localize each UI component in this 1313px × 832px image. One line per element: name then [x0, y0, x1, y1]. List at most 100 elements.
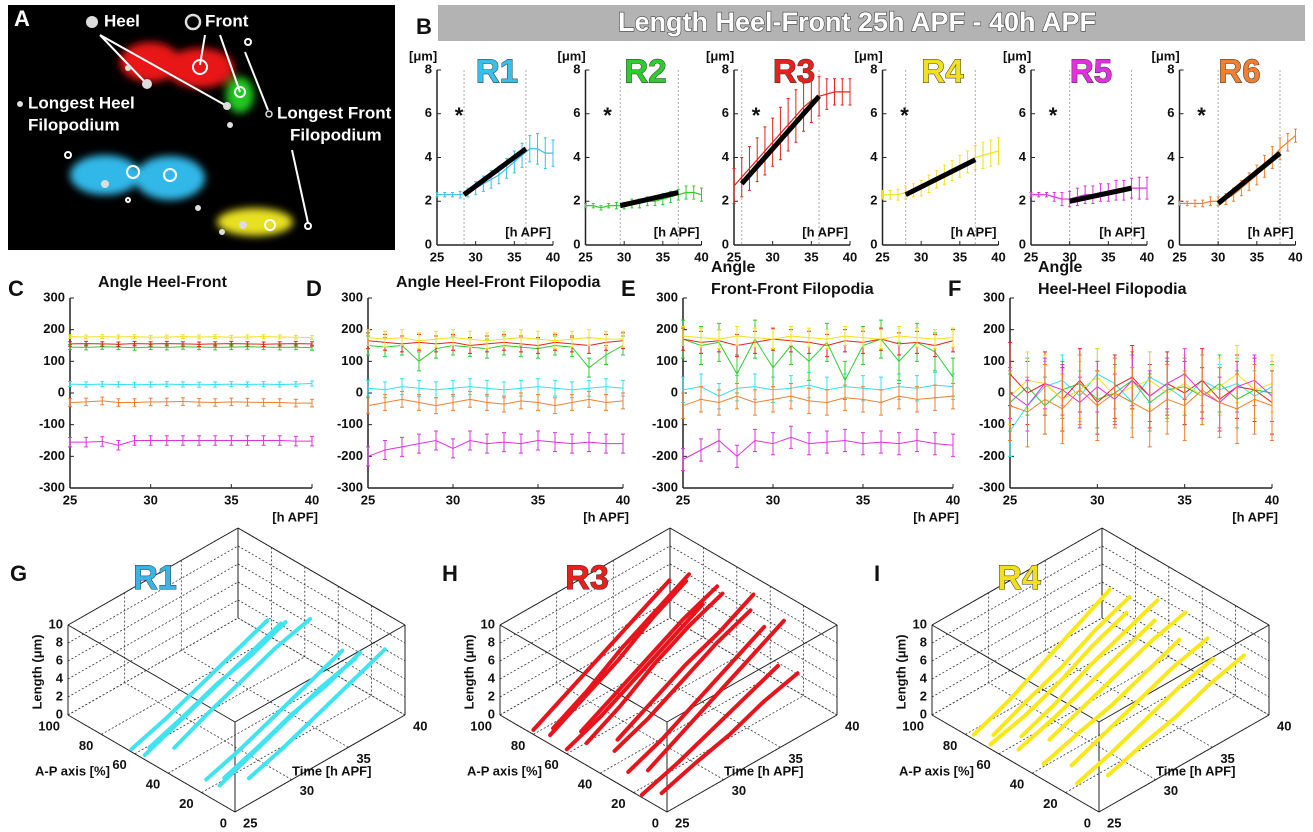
- x-unit: [h APF]: [802, 224, 848, 239]
- grid-line: [988, 592, 1156, 781]
- track: [217, 656, 358, 788]
- y-tick-label: 200: [43, 321, 65, 336]
- track-line: [142, 621, 283, 758]
- x-tick-label: 35: [531, 492, 545, 507]
- y-tick-label: 4: [1167, 149, 1175, 164]
- grid-line: [101, 547, 272, 735]
- x-unit: [h APF]: [583, 509, 629, 524]
- z-tick-label: 6: [920, 652, 927, 667]
- chart-title: Angle Heel-Front Filopodia: [396, 274, 601, 291]
- fit-line: [462, 146, 528, 197]
- y-tick-label: 2: [425, 193, 432, 208]
- track-line: [246, 647, 387, 781]
- x-axis-label: Time [h APF]: [1156, 763, 1235, 778]
- x-unit: [h APF]: [913, 509, 959, 524]
- y-unit: [μm]: [409, 48, 437, 63]
- track-line: [645, 618, 786, 773]
- track: [645, 618, 786, 773]
- x-tick-label: 25: [875, 249, 889, 264]
- track-line: [612, 608, 753, 753]
- track: [1074, 657, 1215, 786]
- y-tick-label: 40: [146, 777, 160, 792]
- track: [971, 587, 1112, 737]
- chart-title: R2: [624, 53, 666, 90]
- panel-letter: C: [8, 276, 24, 301]
- annotation: *: [603, 103, 612, 128]
- micrograph: [8, 5, 395, 250]
- y-tick-label: 80: [79, 738, 93, 753]
- y-tick-label: 0: [356, 384, 363, 399]
- z-tick-label: 4: [56, 670, 64, 685]
- chart-title: R1: [476, 53, 518, 90]
- x-tick-label: 40: [843, 249, 857, 264]
- panel-letter: H: [442, 561, 458, 586]
- error-bar: [621, 392, 625, 410]
- y-tick-label: 60: [976, 757, 990, 772]
- grid-line: [931, 599, 1270, 698]
- error-bar: [68, 334, 72, 340]
- z-tick-label: 6: [56, 652, 63, 667]
- y-tick-label: 2: [722, 193, 729, 208]
- y-tick-label: 0: [1167, 236, 1174, 251]
- mean-line: [367, 337, 623, 342]
- x-tick-label: 25: [63, 492, 77, 507]
- x-tick-label: 35: [1220, 751, 1234, 766]
- grid-line: [168, 586, 339, 774]
- mean-line: [1179, 135, 1296, 205]
- mean-line: [70, 440, 312, 446]
- y-tick-label: 8: [573, 61, 580, 76]
- x-tick-label: 35: [656, 249, 670, 264]
- y-tick-label: -300: [337, 479, 363, 494]
- grid-line: [499, 581, 838, 680]
- track-line: [971, 587, 1112, 737]
- x-tick-label: 30: [914, 249, 928, 264]
- y-tick-label: 8: [1167, 61, 1174, 76]
- annotation: *: [900, 103, 909, 128]
- z-tick-label: 0: [488, 706, 495, 721]
- x-tick-label: 25: [1107, 815, 1121, 830]
- grid-line: [1065, 605, 1236, 793]
- y-tick-label: 6: [425, 105, 432, 120]
- y-tick-label: 40: [1010, 777, 1024, 792]
- x-tick-label: 40: [694, 249, 708, 264]
- y-tick-label: 100: [983, 353, 1005, 368]
- y-tick-label: 60: [112, 757, 126, 772]
- panel-letter: D: [306, 276, 322, 301]
- x-tick-label: 35: [856, 492, 870, 507]
- mean-line: [682, 335, 954, 340]
- z-tick-label: 2: [488, 688, 495, 703]
- chart-title: R3: [773, 53, 815, 90]
- longest-front-label: Longest Front: [277, 103, 392, 122]
- chart-title: R4: [997, 559, 1041, 597]
- grid-line: [931, 545, 1270, 644]
- y-tick-label: 300: [341, 289, 363, 304]
- x-tick-label: 35: [224, 492, 238, 507]
- panel-letter: G: [10, 561, 27, 586]
- panel-letter: I: [874, 561, 880, 586]
- grid-line: [67, 545, 406, 644]
- x-tick-label: 40: [1265, 492, 1279, 507]
- x-tick-label: 30: [468, 249, 482, 264]
- y-tick-label: -100: [652, 416, 678, 431]
- y-tick-label: 80: [943, 738, 957, 753]
- track-line: [1074, 657, 1215, 786]
- track-line: [584, 591, 725, 746]
- track-line: [548, 579, 689, 738]
- mean-line: [1009, 379, 1273, 407]
- annotation: *: [1197, 103, 1206, 128]
- mean-line: [882, 150, 999, 196]
- x-tick-label: 25: [675, 815, 689, 830]
- y-tick-label: 2: [573, 193, 580, 208]
- longest-heel-marker: [17, 101, 23, 107]
- mean-line: [367, 344, 624, 369]
- z-axis-label: Length (μm): [461, 634, 476, 709]
- chart-title: R1: [133, 559, 176, 597]
- track-line: [564, 602, 705, 752]
- x-unit: [h APF]: [505, 224, 551, 239]
- mean-line: [682, 338, 954, 382]
- panel-b-title: Length Heel-Front 25h APF - 40h APF: [618, 7, 1096, 37]
- y-tick-label: -100: [337, 416, 363, 431]
- x-unit: [h APF]: [1099, 224, 1145, 239]
- z-tick-label: 6: [488, 652, 495, 667]
- x-tick-label: 40: [1288, 249, 1302, 264]
